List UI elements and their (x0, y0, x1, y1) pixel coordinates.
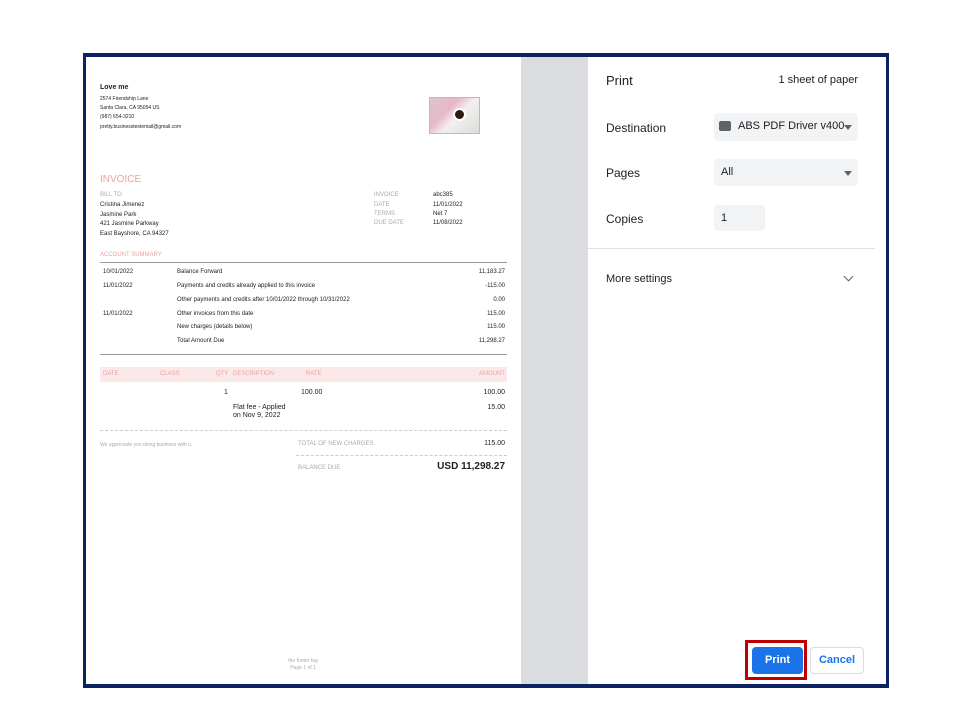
summary-date: 11/01/2022 (103, 283, 133, 289)
balance-value: USD 11,298.27 (437, 461, 505, 472)
total-value: 115.00 (484, 440, 505, 447)
summary-desc: Total Amount Due (177, 338, 225, 344)
summary-desc: Payments and credits already applied to … (177, 283, 316, 289)
bill-to-label: BILL TO (100, 192, 122, 198)
thank-you-note: We appreciate you doing business with u. (100, 442, 193, 448)
meta-value: 11/08/2022 (433, 220, 463, 226)
meta-label: DUE DATE (374, 220, 404, 226)
summary-desc: Balance Forward (177, 269, 223, 275)
dropdown-arrow-icon (844, 171, 852, 176)
summary-amount: 0.00 (493, 297, 505, 303)
address-line: 2574 Friendship Lane (100, 96, 149, 102)
print-title: Print (606, 73, 633, 88)
item-description: Flat fee - Applied (233, 404, 286, 411)
item-qty: 1 (224, 389, 228, 396)
divider (588, 248, 875, 249)
destination-label: Destination (606, 121, 667, 135)
dropdown-arrow-icon (844, 125, 852, 130)
balance-label: BALANCE DUE (298, 465, 341, 471)
meta-value: 11/01/2022 (433, 202, 463, 208)
item-rate: 100.00 (301, 389, 323, 396)
destination-value: ABS PDF Driver v400 (738, 120, 845, 132)
meta-label: DATE (374, 202, 390, 208)
highlight-box (745, 640, 807, 680)
cancel-button[interactable]: Cancel (810, 647, 864, 674)
item-description: on Nov 9, 2022 (233, 412, 281, 419)
copies-input[interactable]: 1 (714, 205, 765, 231)
logo-image (429, 97, 480, 134)
pages-select[interactable]: All (714, 159, 858, 186)
copies-label: Copies (606, 212, 644, 226)
company-name: Love me (100, 84, 129, 91)
bill-to-line: 421 Jasmine Parkway (100, 221, 159, 227)
item-amount: 100.00 (483, 389, 505, 396)
divider (296, 455, 507, 456)
col-date: DATE (103, 371, 119, 377)
bill-to-line: Cristina Jimenez (100, 202, 145, 208)
summary-amount: 11,183.27 (478, 269, 505, 275)
destination-select[interactable]: ABS PDF Driver v400 (714, 113, 858, 141)
summary-desc: Other invoices from this date (177, 311, 254, 317)
summary-desc: Other payments and credits after 10/01/2… (177, 297, 350, 303)
col-class: CLASS (160, 371, 180, 377)
page-number: Page 1 of 1 (290, 665, 316, 671)
item-amount: 15.00 (487, 404, 505, 411)
summary-date: 10/01/2022 (103, 269, 134, 275)
summary-amount: -115.00 (485, 283, 505, 289)
more-settings-toggle[interactable]: More settings (606, 273, 673, 285)
summary-amount: 115.00 (487, 324, 505, 330)
sheet-count: 1 sheet of paper (778, 74, 858, 86)
col-description: DESCRIPTION (233, 371, 275, 377)
col-amount: AMOUNT (479, 371, 505, 377)
col-rate: RATE (306, 371, 322, 377)
account-summary-label: ACCOUNT SUMMARY (100, 252, 162, 258)
items-header (100, 367, 507, 382)
total-label: TOTAL OF NEW CHARGES (298, 441, 374, 447)
pages-label: Pages (606, 166, 641, 180)
meta-value: abc385 (433, 192, 453, 198)
invoice-title: INVOICE (100, 174, 142, 185)
bill-to-line: East Bayshore, CA 94327 (100, 231, 169, 237)
divider (100, 430, 507, 431)
col-qty: QTY (216, 371, 229, 377)
summary-date: 11/01/2022 (103, 311, 133, 317)
printer-icon (719, 121, 731, 131)
meta-label: INVOICE (374, 192, 399, 198)
meta-label: TERMS (374, 211, 395, 217)
summary-desc: New charges (details below) (177, 324, 253, 330)
divider (100, 354, 507, 355)
address-line: pretty.businesstestemail@gmail.com (100, 124, 182, 130)
pages-value: All (721, 166, 734, 178)
summary-amount: 115.00 (487, 311, 505, 317)
print-settings-panel (588, 57, 886, 684)
divider (100, 262, 507, 263)
summary-amount: 11,298.27 (478, 338, 505, 344)
footer-text: the footer tag (288, 658, 318, 664)
address-line: (987) 654-3210 (100, 114, 135, 120)
print-button[interactable]: Print (752, 647, 803, 674)
address-line: Santa Clara, CA 95054 US (100, 105, 160, 111)
meta-value: Net 7 (433, 211, 448, 217)
bill-to-line: Jasmine Park (100, 212, 137, 218)
copies-value: 1 (721, 212, 728, 224)
